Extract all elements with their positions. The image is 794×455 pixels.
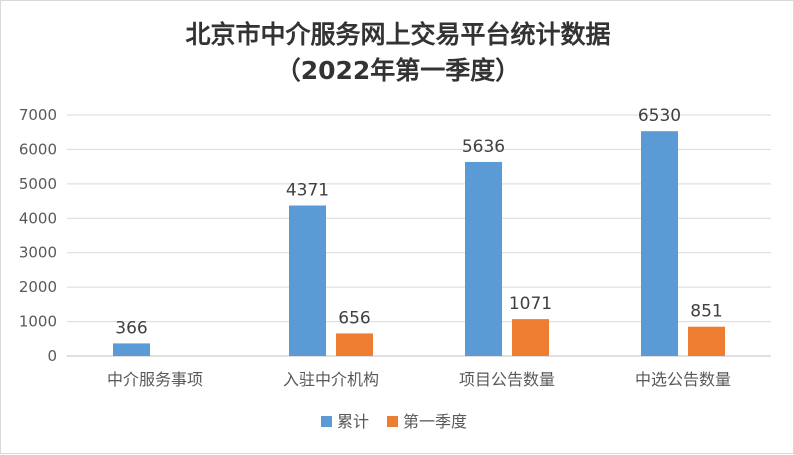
y-tick-label: 7000 (19, 106, 57, 124)
data-label: 4371 (286, 181, 329, 201)
y-tick-label: 5000 (19, 175, 57, 193)
y-tick-label: 1000 (19, 313, 57, 331)
y-tick-label: 6000 (19, 140, 57, 158)
data-label: 366 (115, 318, 147, 338)
x-tick-label: 中介服务事项 (107, 370, 203, 389)
chart-title: 北京市中介服务网上交易平台统计数据 (185, 20, 611, 49)
bar-cumulative (289, 205, 326, 356)
chart-subtitle: （2022年第一季度） (275, 56, 521, 85)
bar-q1 (512, 319, 549, 356)
y-tick-label: 4000 (19, 209, 57, 227)
bar-cumulative (113, 343, 150, 356)
data-label: 851 (690, 302, 722, 322)
bar-cumulative (465, 161, 502, 356)
data-label: 6530 (638, 106, 681, 126)
bar-q1 (336, 333, 373, 356)
x-tick-label: 项目公告数量 (459, 370, 555, 389)
legend-swatch (387, 416, 398, 427)
legend-label: 累计 (337, 412, 369, 431)
data-label: 5636 (462, 137, 505, 157)
y-tick-label: 3000 (19, 244, 57, 262)
bar-cumulative (641, 131, 678, 356)
y-tick-label: 0 (47, 347, 57, 365)
legend-label: 第一季度 (403, 412, 467, 431)
legend-swatch (321, 416, 332, 427)
data-label: 1071 (509, 294, 552, 314)
data-label: 656 (338, 308, 370, 328)
x-tick-label: 中选公告数量 (635, 370, 731, 389)
x-tick-label: 入驻中介机构 (283, 370, 379, 389)
bar-q1 (688, 326, 725, 356)
y-tick-label: 2000 (19, 278, 57, 296)
